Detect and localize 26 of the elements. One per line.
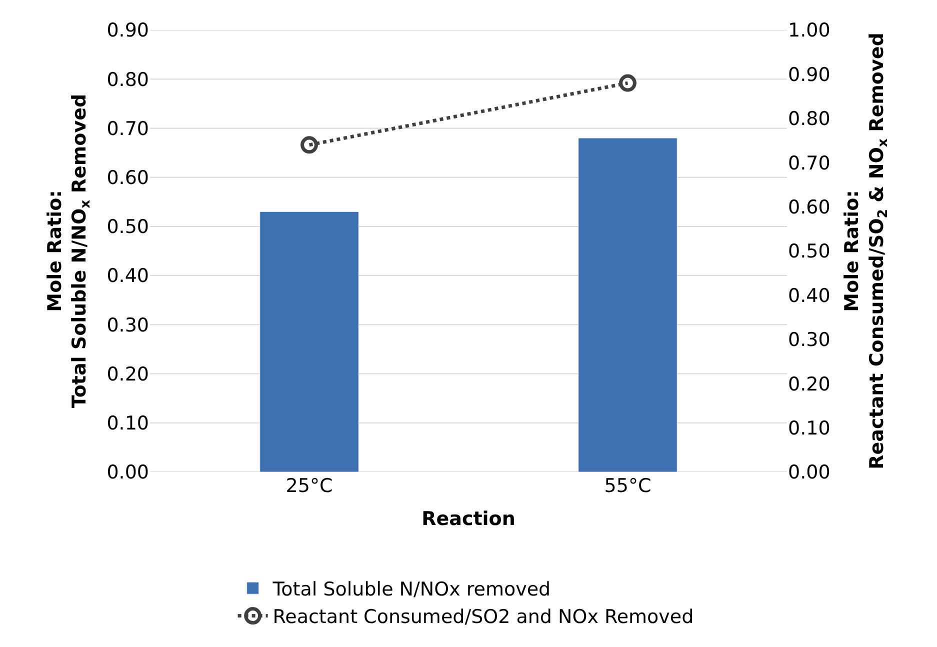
y2-tick-label: 0.20 [788, 373, 830, 396]
y2-tick-label: 0.30 [788, 329, 830, 352]
y-tick-label: 0.60 [106, 166, 149, 189]
y-tick-label: 0.00 [106, 462, 149, 484]
y2-tick-label: 0.90 [788, 64, 830, 86]
y-tick-label: 0.40 [106, 265, 149, 288]
y-tick-label: 0.90 [106, 20, 149, 42]
legend-label: Reactant Consumed/SO2 and NOx Removed [272, 606, 694, 628]
y2-tick-label: 0.70 [788, 152, 830, 174]
x-axis-title: Reaction [422, 508, 516, 530]
y-tick-label: 0.50 [106, 216, 149, 238]
y2-tick-label: 0.10 [788, 417, 830, 440]
x-tick-label: 55°C [604, 475, 652, 497]
y-tick-label: 0.20 [106, 363, 149, 386]
y2-tick-label: 0.80 [788, 108, 830, 130]
y-tick-label: 0.80 [106, 68, 149, 91]
y2-tick-label: 1.00 [788, 20, 830, 42]
y2-tick-label: 0.00 [788, 462, 830, 484]
legend-label: Total Soluble N/NOx removed [272, 578, 551, 600]
y-tick-label: 0.10 [106, 412, 149, 435]
y2-tick-label: 0.50 [788, 240, 830, 263]
x-tick-label: 25°C [286, 475, 333, 497]
y2-tick-label: 0.60 [788, 196, 830, 218]
y-tick-label: 0.30 [106, 314, 149, 336]
y-tick-label: 0.70 [106, 118, 149, 140]
y2-tick-label: 0.40 [788, 284, 830, 307]
